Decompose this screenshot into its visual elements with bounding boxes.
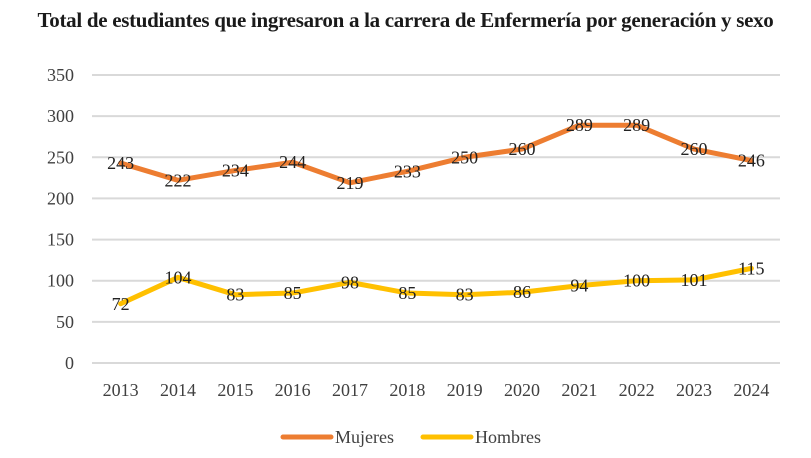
y-tick-label: 250 (47, 147, 74, 167)
y-tick-label: 100 (47, 271, 74, 291)
series-line (118, 122, 754, 186)
data-label: 100 (623, 271, 650, 291)
gridlines (92, 74, 780, 364)
data-label: 234 (222, 160, 249, 180)
data-label: 98 (341, 272, 359, 292)
x-tick-label: 2020 (504, 380, 540, 400)
y-axis: 0 50 100 150 200 250 300 350 (47, 65, 74, 373)
data-labels-hombres: 72 104 83 85 98 85 83 86 94 100 101 115 (112, 258, 765, 313)
data-label: 260 (509, 139, 536, 159)
x-tick-label: 2023 (676, 380, 712, 400)
data-label: 83 (456, 285, 474, 305)
x-tick-label: 2022 (619, 380, 655, 400)
series-mujeres (118, 122, 754, 186)
x-tick-label: 2019 (447, 380, 483, 400)
legend: Mujeres Hombres (280, 427, 541, 447)
data-label: 222 (165, 170, 192, 190)
data-label: 233 (394, 161, 421, 181)
data-label: 219 (337, 173, 364, 193)
data-label: 250 (451, 147, 478, 167)
y-tick-label: 50 (56, 312, 74, 332)
legend-label: Hombres (475, 427, 541, 447)
data-label: 86 (513, 282, 531, 302)
x-tick-label: 2024 (733, 380, 769, 400)
chart-title: Total de estudiantes que ingresaron a la… (37, 8, 774, 32)
legend-label: Mujeres (335, 427, 394, 447)
y-tick-label: 0 (65, 353, 74, 373)
data-label: 289 (566, 115, 593, 135)
series-hombres (118, 265, 754, 307)
series-line (118, 265, 754, 307)
data-labels-mujeres: 243 222 234 244 219 233 250 260 289 289 260 246 (107, 115, 765, 193)
data-label: 72 (112, 294, 130, 314)
legend-item: Hombres (420, 427, 541, 447)
y-tick-label: 150 (47, 230, 74, 250)
legend-item: Mujeres (280, 427, 394, 447)
x-tick-label: 2015 (217, 380, 253, 400)
y-tick-label: 200 (47, 188, 74, 208)
x-tick-label: 2014 (160, 380, 196, 400)
y-tick-label: 300 (47, 106, 74, 126)
x-tick-label: 2013 (103, 380, 139, 400)
data-label: 101 (681, 270, 708, 290)
x-tick-label: 2018 (389, 380, 425, 400)
data-label: 244 (279, 152, 306, 172)
data-label: 243 (107, 153, 134, 173)
x-axis: 2013 2014 2015 2016 2017 2018 2019 2020 2021 2022… (103, 380, 770, 400)
x-tick-label: 2021 (561, 380, 597, 400)
data-label: 83 (226, 285, 244, 305)
data-label: 85 (284, 283, 302, 303)
data-label: 94 (570, 276, 588, 296)
x-tick-label: 2017 (332, 380, 368, 400)
data-label: 104 (165, 267, 192, 287)
data-label: 289 (623, 115, 650, 135)
data-label: 115 (738, 258, 764, 278)
data-label: 85 (398, 283, 416, 303)
y-tick-label: 350 (47, 65, 74, 85)
data-label: 246 (738, 151, 765, 171)
x-tick-label: 2016 (275, 380, 311, 400)
data-label: 260 (681, 139, 708, 159)
